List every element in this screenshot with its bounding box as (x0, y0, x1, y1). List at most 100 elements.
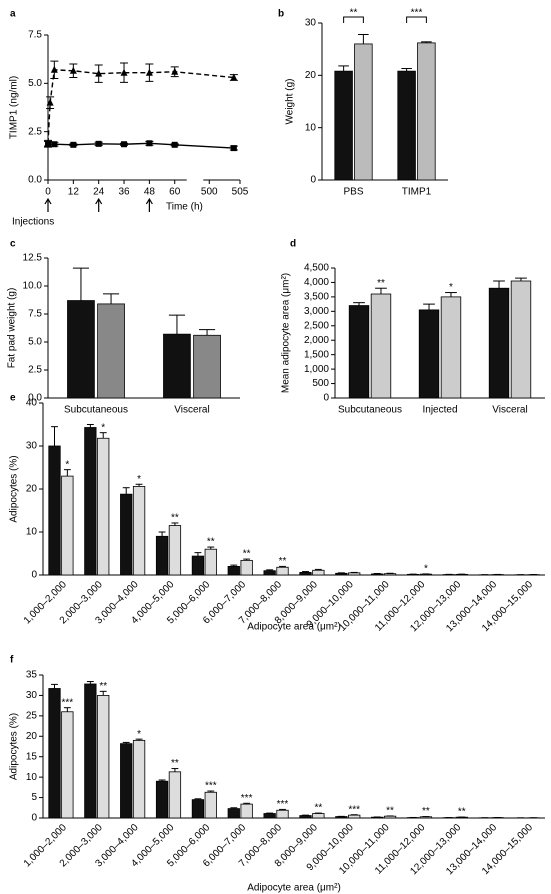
bar (204, 548, 217, 576)
bar (418, 309, 440, 399)
bar (97, 695, 110, 819)
bar (97, 437, 110, 576)
y-tick-label: 30 (305, 18, 317, 29)
bar (163, 333, 191, 399)
bar (191, 799, 205, 819)
bar (132, 486, 146, 576)
significance-label: ** (279, 556, 287, 567)
marker (146, 140, 153, 147)
marker (50, 65, 58, 73)
bar (97, 303, 125, 399)
bar (335, 572, 348, 576)
y-axis-label: Weight (g) (285, 79, 296, 125)
marker (145, 68, 153, 76)
bar (204, 791, 217, 819)
y-tick-label: 2,000 (304, 335, 329, 346)
bar (354, 43, 373, 181)
bar (348, 305, 370, 399)
bar (263, 570, 276, 576)
x-tick-label: PBS (343, 187, 363, 198)
x-axis-label: Adipocyte area (μm²) (247, 883, 341, 894)
significance-label: ** (314, 803, 322, 814)
y-tick-label: 40 (26, 398, 38, 409)
marker (171, 141, 178, 148)
x-tick-label: Visceral (174, 405, 209, 416)
bar (120, 743, 133, 819)
significance-label: ** (171, 513, 179, 524)
y-tick-label: 0.0 (28, 175, 42, 186)
significance-label: ** (422, 806, 430, 817)
significance-label: *** (348, 804, 360, 815)
injection-arrow (44, 197, 52, 212)
x-tick-label: 12 (68, 187, 80, 198)
panel-label: f (10, 655, 14, 666)
y-tick-label: 4,000 (304, 277, 329, 288)
significance-label: ** (350, 8, 358, 19)
y-tick-label: 3,000 (304, 306, 329, 317)
y-tick-label: 3,500 (304, 292, 329, 303)
y-tick-label: 12.5 (23, 253, 43, 264)
x-tick-label: 24 (93, 187, 105, 198)
y-axis-label: Fat pad weight (g) (7, 288, 18, 369)
x-tick-label: Subcutaneous (64, 405, 128, 416)
significance-label: ** (207, 537, 215, 548)
y-axis-label: TIMP1 (ng/ml) (9, 76, 20, 139)
y-tick-label: 4,500 (304, 263, 329, 274)
bar (397, 70, 416, 181)
marker (46, 98, 54, 106)
bar (132, 739, 146, 819)
significance-label: *** (62, 697, 74, 708)
significance-label: * (424, 564, 428, 575)
y-tick-label: 10 (305, 122, 317, 133)
marker (69, 66, 77, 74)
y-tick-label: 20 (305, 70, 317, 81)
x-tick-label: 505 (232, 187, 249, 198)
x-tick-label: Visceral (492, 405, 527, 416)
significance-label: *** (241, 793, 253, 804)
bar (193, 334, 221, 399)
bar (155, 780, 169, 819)
x-tick-label: 0 (45, 187, 51, 198)
significance-label: ** (99, 681, 107, 692)
marker (120, 68, 128, 76)
y-tick-label: 0 (323, 393, 329, 404)
bar (263, 813, 276, 819)
bar (299, 572, 312, 576)
x-tick-label: 48 (144, 187, 156, 198)
significance-label: *** (411, 8, 423, 19)
bar (61, 475, 74, 576)
bar (334, 70, 353, 181)
significance-label: ** (243, 549, 251, 560)
bar (168, 771, 182, 819)
y-tick-label: 10.0 (23, 281, 43, 292)
y-tick-label: 0 (310, 175, 316, 186)
significance-label: *** (277, 799, 289, 810)
y-tick-label: 1,500 (304, 349, 329, 360)
y-tick-label: 35 (26, 670, 38, 681)
bar (348, 572, 361, 576)
x-tick-label: Subcutaneous (338, 405, 402, 416)
significance-label: *** (205, 781, 217, 792)
y-tick-label: 7.5 (28, 309, 42, 320)
x-tick-label: 36 (118, 187, 130, 198)
x-tick-label: 60 (169, 187, 181, 198)
bar (227, 566, 240, 576)
bar (417, 42, 436, 181)
bar (440, 296, 462, 399)
y-tick-label: 2,500 (304, 320, 329, 331)
y-tick-label: 0.0 (28, 393, 42, 404)
bar (61, 711, 74, 819)
bar (67, 300, 95, 399)
significance-label: * (101, 422, 105, 433)
significance-label: * (65, 459, 69, 470)
significance-bracket (343, 16, 364, 23)
bar (120, 493, 133, 576)
y-tick-label: 2.5 (28, 126, 42, 137)
panel-label: a (10, 9, 16, 20)
panel-label: e (10, 393, 16, 404)
x-tick-label: 500 (201, 187, 218, 198)
y-tick-label: 15 (26, 751, 38, 762)
marker (95, 140, 102, 147)
y-tick-label: 5.0 (28, 337, 42, 348)
